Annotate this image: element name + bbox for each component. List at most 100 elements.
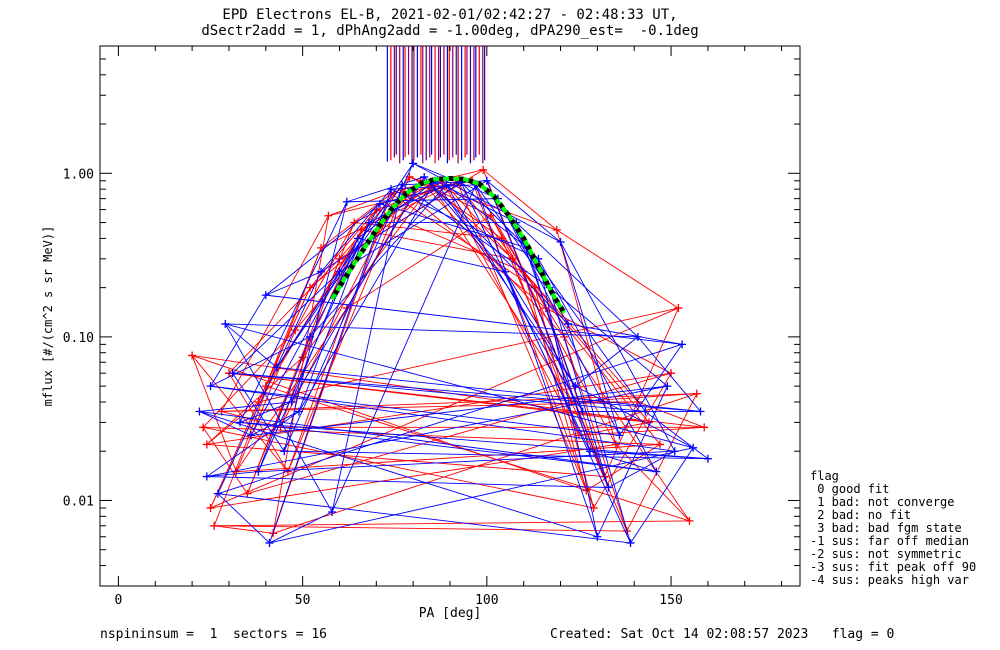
blue-sweep-line bbox=[320, 181, 462, 273]
blue-sweep-line bbox=[346, 198, 498, 203]
blue-data-point bbox=[317, 267, 326, 276]
blue-sweep-line bbox=[475, 184, 550, 288]
red-data-point bbox=[700, 423, 709, 432]
blue-sweep-line bbox=[269, 447, 694, 544]
blue-sweep-line bbox=[619, 344, 683, 436]
red-data-point bbox=[674, 304, 683, 313]
blue-data-point bbox=[442, 180, 451, 189]
red-sweep-line bbox=[512, 258, 639, 403]
legend-item-4: -1 sus: far off median bbox=[810, 534, 969, 548]
blue-data-point bbox=[501, 267, 510, 276]
blue-sweep-line bbox=[412, 162, 499, 200]
blue-sweep-line bbox=[637, 336, 701, 412]
red-data-point bbox=[324, 211, 333, 220]
red-data-point bbox=[254, 397, 263, 406]
blue-sweep-line bbox=[276, 184, 403, 368]
blue-data-point bbox=[265, 538, 274, 547]
blue-data-point bbox=[556, 238, 565, 247]
red-sweep-line bbox=[523, 271, 587, 491]
blue-data-point bbox=[254, 467, 263, 476]
y-tick-label: 0.01 bbox=[63, 494, 94, 509]
blue-data-point bbox=[342, 197, 351, 206]
red-sweep-line bbox=[556, 229, 679, 309]
series-layer bbox=[188, 159, 712, 547]
fit-curve bbox=[330, 176, 566, 315]
red-data-point bbox=[199, 423, 208, 432]
red-sweep-line bbox=[214, 520, 690, 527]
red-sweep-line bbox=[265, 247, 322, 387]
blue-sweep-line bbox=[265, 203, 381, 296]
blue-sweep-line bbox=[486, 180, 561, 243]
blue-data-point bbox=[195, 407, 204, 416]
red-data-point bbox=[611, 440, 620, 449]
blue-sweep-line bbox=[475, 184, 598, 537]
red-data-point bbox=[692, 389, 701, 398]
blue-sweep-line bbox=[339, 163, 414, 273]
legend-item-3: 3 bad: bad fgm state bbox=[810, 521, 962, 535]
blue-data-point bbox=[615, 431, 624, 440]
x-tick-label: 150 bbox=[659, 593, 682, 608]
blue-sweep-line bbox=[298, 180, 436, 412]
blue-data-point bbox=[247, 431, 256, 440]
blue-sweep-line bbox=[232, 372, 701, 412]
blue-sweep-line bbox=[199, 411, 657, 473]
blue-sweep-line bbox=[250, 411, 300, 436]
blue-data-point bbox=[626, 538, 635, 547]
blue-sweep-line bbox=[276, 367, 701, 412]
red-sweep-line bbox=[221, 215, 329, 412]
blue-sweep-line bbox=[217, 493, 631, 544]
red-sweep-line bbox=[202, 427, 248, 494]
red-sweep-line bbox=[431, 184, 513, 260]
blue-data-point bbox=[670, 447, 679, 456]
red-data-point bbox=[486, 211, 495, 220]
vertical-lines-group bbox=[386, 46, 486, 164]
red-sweep-line bbox=[214, 525, 274, 534]
blue-sweep-line bbox=[232, 271, 340, 374]
blue-data-point bbox=[228, 369, 237, 378]
blue-data-point bbox=[633, 332, 642, 341]
blue-sweep-line bbox=[206, 385, 668, 478]
red-sweep-line bbox=[442, 180, 525, 273]
blue-data-point bbox=[420, 172, 429, 181]
blue-data-point bbox=[328, 508, 337, 517]
blue-data-point bbox=[663, 382, 672, 391]
blue-sweep-line bbox=[210, 294, 267, 387]
red-sweep-line bbox=[604, 307, 679, 477]
red-sweep-line bbox=[390, 193, 535, 289]
blue-sweep-line bbox=[574, 336, 639, 387]
blue-data-point bbox=[294, 407, 303, 416]
blue-data-point bbox=[678, 340, 687, 349]
blue-sweep-line bbox=[346, 176, 425, 203]
blue-sweep-line bbox=[239, 421, 708, 460]
blue-sweep-line bbox=[232, 372, 285, 452]
y-tick-label: 1.00 bbox=[63, 167, 94, 182]
red-data-point bbox=[357, 226, 366, 235]
red-sweep-line bbox=[302, 184, 432, 358]
red-sweep-line bbox=[206, 356, 303, 445]
red-sweep-line bbox=[191, 355, 289, 472]
blue-sweep-line bbox=[269, 189, 392, 544]
blue-data-point bbox=[689, 443, 698, 452]
chart-title-line1: EPD Electrons EL-B, 2021-02-01/02:42:27 … bbox=[222, 7, 678, 23]
red-data-point bbox=[206, 503, 215, 512]
blue-sweep-line bbox=[217, 343, 683, 495]
red-sweep-line bbox=[593, 372, 672, 509]
blue-sweep-line bbox=[412, 162, 561, 243]
blue-sweep-line bbox=[339, 180, 488, 273]
blue-data-point bbox=[482, 176, 491, 185]
blue-sweep-line bbox=[497, 198, 620, 436]
blue-sweep-line bbox=[560, 241, 620, 436]
y-axis: 0.01 0.10 1.00 bbox=[63, 45, 800, 587]
y-tick-label: 0.10 bbox=[63, 331, 94, 346]
blue-sweep-line bbox=[423, 176, 569, 325]
red-data-point bbox=[685, 516, 694, 525]
blue-sweep-line bbox=[567, 323, 683, 345]
blue-data-point bbox=[261, 291, 270, 300]
legend-item-5: -2 sus: not symmetric bbox=[810, 547, 962, 561]
blue-sweep-line bbox=[232, 372, 646, 412]
flag-legend: flag 0 good fit 1 bad: not converge 2 ba… bbox=[810, 470, 976, 587]
blue-sweep-line bbox=[239, 201, 348, 423]
footer-params: nspininsum = 1 sectors = 16 bbox=[100, 627, 327, 642]
blue-sweep-line bbox=[206, 471, 259, 478]
chart-title-line2: dSectr2add = 1, dPhAng2add = -1.00deg, d… bbox=[201, 23, 699, 39]
